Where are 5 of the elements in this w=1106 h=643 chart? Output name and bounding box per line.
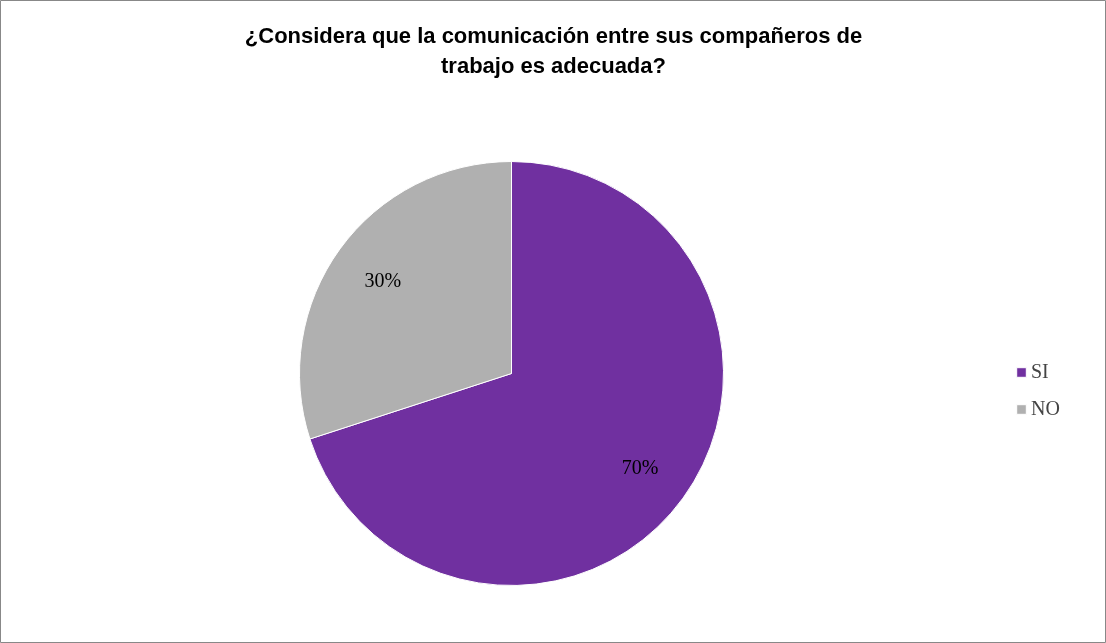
legend-label: NO <box>1031 397 1060 420</box>
data-label: 70% <box>621 455 659 478</box>
legend-label: SI <box>1031 360 1050 383</box>
chart-title: ¿Considera que la comunicación entre sus compañeros de trabajo es adecuada? <box>244 22 863 78</box>
data-label: 30% <box>364 269 402 292</box>
